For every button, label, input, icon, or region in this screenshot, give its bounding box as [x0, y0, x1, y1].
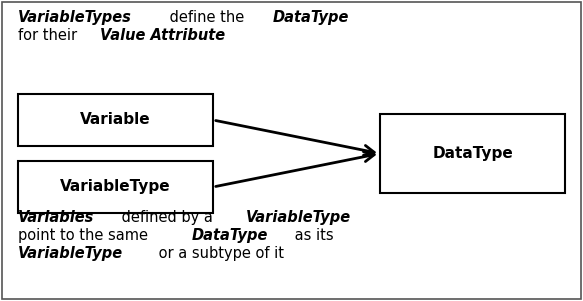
Text: VariableType: VariableType: [246, 210, 352, 225]
Text: DataType: DataType: [432, 146, 513, 161]
Text: DataType: DataType: [273, 10, 350, 25]
Text: VariableTypes: VariableTypes: [18, 10, 132, 25]
Bar: [18, 94, 213, 146]
Text: defined by a: defined by a: [117, 210, 217, 225]
Text: point to the same: point to the same: [18, 228, 153, 243]
Text: Variables: Variables: [18, 210, 94, 225]
Bar: [18, 161, 213, 213]
Text: Variable: Variable: [80, 113, 151, 128]
Text: DataType: DataType: [192, 228, 268, 243]
Text: VariableType: VariableType: [18, 246, 123, 261]
Text: as its: as its: [290, 228, 334, 243]
Text: Value Attribute: Value Attribute: [100, 28, 226, 43]
Text: for their: for their: [18, 28, 82, 43]
Text: VariableType: VariableType: [60, 179, 171, 194]
Bar: [380, 114, 565, 193]
Text: or a subtype of it: or a subtype of it: [154, 246, 284, 261]
Text: define the: define the: [165, 10, 249, 25]
